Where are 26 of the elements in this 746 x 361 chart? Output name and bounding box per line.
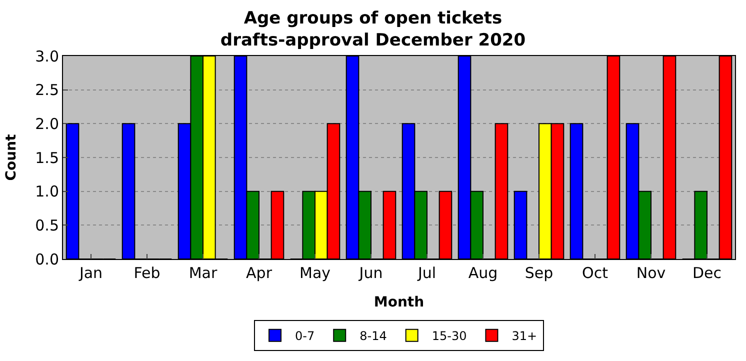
x-tick-label: Feb	[134, 264, 160, 282]
x-tick-label: Sep	[524, 264, 554, 282]
y-tick-label: 0.5	[35, 216, 59, 234]
x-tick-label: Mar	[188, 264, 218, 282]
x-tick-label: Dec	[692, 264, 722, 282]
y-tick-label: 0.0	[35, 250, 59, 268]
legend-label: 31+	[512, 329, 538, 344]
y-tick-label: 1.5	[35, 148, 59, 167]
x-axis-title: Month	[374, 294, 424, 310]
x-tick-label: May	[299, 264, 331, 282]
legend-label: 8-14	[360, 329, 387, 344]
y-tick-label: 2.0	[35, 114, 59, 133]
x-tick-label: Jun	[358, 264, 383, 282]
x-tick-label: Jan	[78, 264, 103, 282]
y-tick-label: 2.5	[35, 81, 59, 100]
legend-label: 0-7	[295, 329, 315, 344]
x-tick-label: Apr	[246, 264, 273, 282]
y-tick-label: 1.0	[35, 182, 59, 201]
x-tick-label: Nov	[636, 264, 666, 282]
y-tick-label: 3.0	[35, 47, 59, 66]
x-tick-label: Jul	[416, 264, 436, 282]
chart-title: Age groups of open tickets drafts-approval December 2020	[220, 8, 526, 51]
legend-label: 15-30	[432, 329, 467, 344]
x-tick-label: Oct	[582, 264, 608, 282]
y-axis-title: Count	[4, 134, 20, 181]
x-tick-label: Aug	[468, 264, 498, 282]
